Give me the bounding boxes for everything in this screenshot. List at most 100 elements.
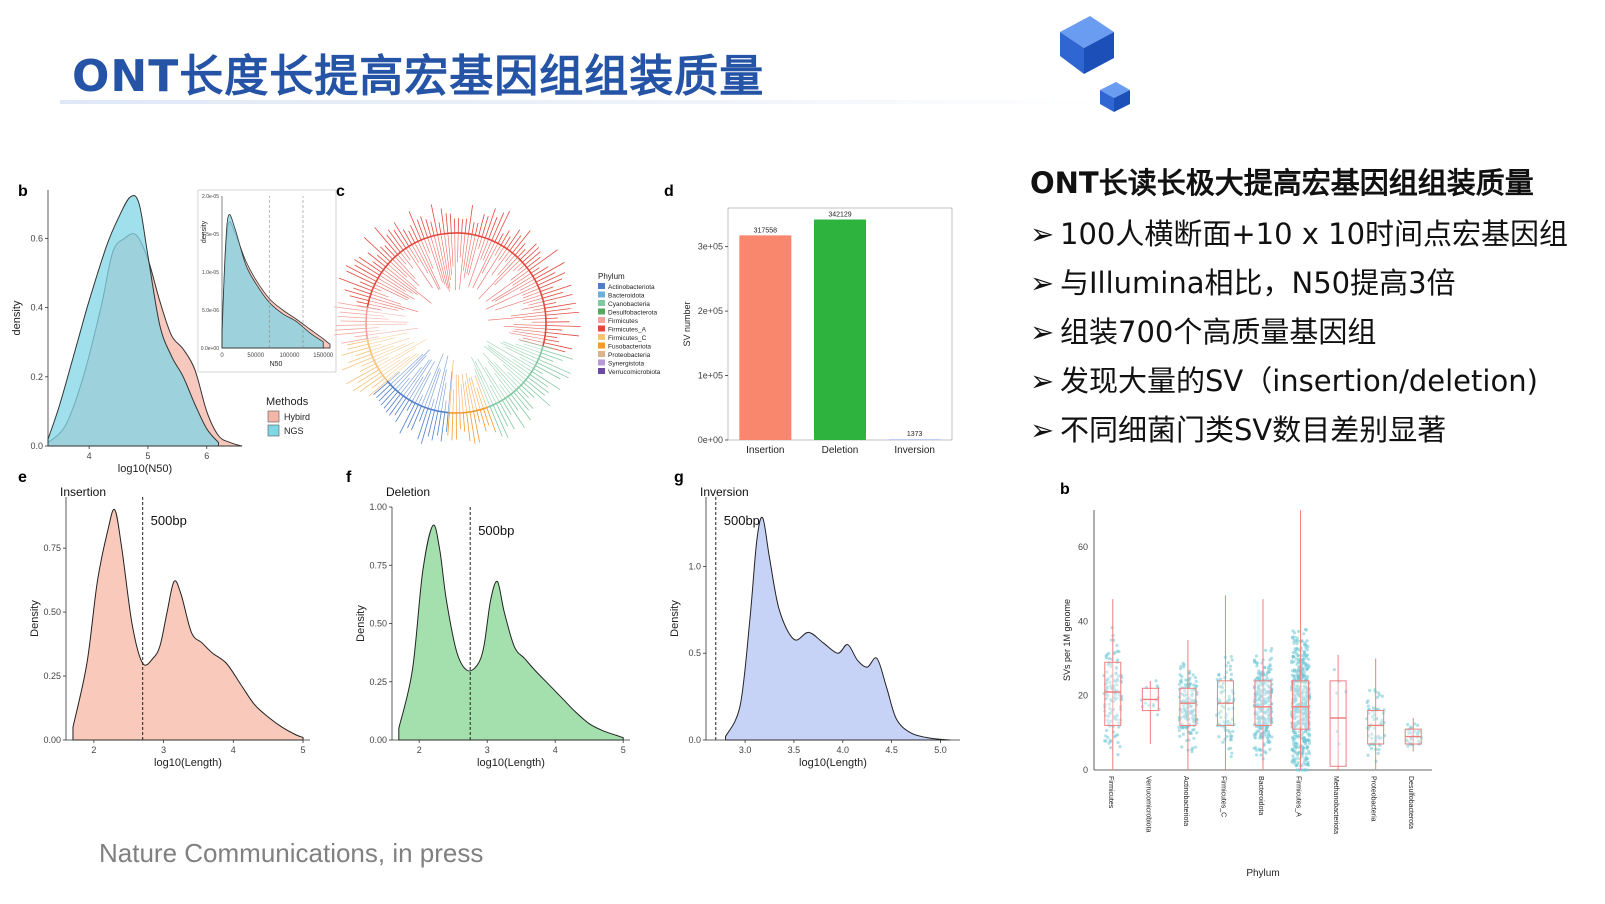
data-point [1259, 748, 1263, 752]
data-point [1258, 748, 1262, 752]
tree-tip [513, 391, 530, 411]
data-point [1290, 688, 1294, 692]
data-point [1295, 707, 1299, 711]
data-point [1291, 685, 1296, 690]
tree-tip [473, 411, 481, 443]
data-point [1186, 709, 1191, 713]
data-point [1154, 679, 1158, 683]
legend-label: Proteobacteria [608, 352, 651, 359]
data-point [1259, 709, 1263, 713]
tree-tip [518, 387, 529, 398]
data-point [1299, 700, 1303, 704]
panel-letter: c [336, 183, 345, 200]
data-point [1300, 705, 1305, 709]
tree-branch [427, 369, 441, 409]
data-point [1266, 699, 1271, 703]
data-point [1306, 666, 1310, 670]
data-point [1302, 698, 1306, 702]
y-tick-label: 0.50 [43, 607, 61, 617]
data-point [1217, 722, 1221, 726]
bullet-arrow-icon: ➢ [1030, 413, 1055, 447]
panel-letter: d [664, 183, 674, 200]
data-point [1305, 727, 1310, 731]
tree-branch [522, 318, 546, 321]
tree-branch [465, 373, 474, 412]
data-point [1295, 768, 1299, 772]
data-point [1181, 692, 1185, 697]
tree-branch [466, 235, 476, 275]
tree-branch [381, 272, 413, 294]
data-point [1305, 693, 1310, 697]
data-point [1296, 761, 1300, 765]
data-point [1117, 725, 1121, 729]
data-point [1102, 673, 1106, 678]
data-point [1180, 726, 1184, 730]
data-point [1298, 702, 1303, 706]
data-point [1307, 751, 1312, 756]
data-point [1302, 736, 1307, 740]
data-point [1297, 688, 1301, 692]
data-point [1299, 726, 1303, 730]
tree-branch [510, 311, 546, 317]
data-point [1118, 718, 1123, 722]
tree-tip [354, 259, 380, 276]
data-point [1187, 738, 1191, 742]
data-point [1222, 724, 1226, 728]
data-point [1268, 712, 1273, 717]
data-point [1296, 692, 1300, 696]
data-point [1296, 721, 1300, 725]
data-point [1259, 694, 1263, 698]
tree-tip [533, 368, 543, 374]
tree-tip [530, 267, 540, 274]
data-point [1376, 734, 1380, 738]
data-point [1295, 636, 1299, 640]
tree-branch [495, 278, 535, 302]
data-point [1258, 692, 1262, 696]
data-point [1307, 687, 1311, 692]
data-point [1268, 663, 1272, 667]
tree-tip [376, 254, 389, 265]
y-tick-label: 0.2 [30, 372, 43, 382]
panel-letter: f [346, 469, 352, 486]
data-point [1268, 694, 1273, 698]
data-point [1261, 673, 1266, 677]
tree-tip [410, 225, 419, 242]
data-point [1301, 674, 1305, 678]
tree-tip [535, 365, 561, 380]
tree-tip [339, 311, 367, 315]
tree-branch [457, 233, 459, 263]
data-point [1193, 699, 1198, 703]
data-point [1103, 709, 1107, 713]
data-point [1299, 752, 1304, 756]
data-point [1303, 721, 1308, 726]
data-point [1296, 679, 1300, 683]
data-point [1104, 692, 1108, 696]
data-point [1290, 669, 1295, 673]
y-tick-label: 0.00 [369, 735, 387, 745]
data-point [1301, 718, 1305, 722]
data-point [1195, 721, 1199, 725]
data-point [1187, 700, 1191, 704]
tree-branch [468, 377, 478, 411]
data-point [1259, 733, 1263, 737]
bullet-item: ➢ 与Illumina相比，N50提高3倍 [1030, 259, 1590, 308]
data-point [1306, 738, 1310, 742]
data-point [1305, 699, 1309, 704]
data-point [1182, 707, 1186, 711]
data-point [1303, 697, 1307, 701]
data-point [1302, 717, 1306, 722]
data-point [1253, 678, 1257, 683]
data-point [1383, 734, 1387, 738]
data-point [1109, 675, 1113, 679]
data-point [1303, 723, 1307, 728]
data-point [1305, 715, 1309, 719]
tree-tip [380, 246, 393, 260]
data-point [1405, 739, 1410, 743]
data-point [1254, 724, 1259, 729]
data-point [1304, 715, 1309, 719]
data-point [1367, 711, 1371, 716]
data-point [1296, 703, 1301, 707]
tree-branch [471, 356, 494, 406]
tree-branch [500, 342, 539, 360]
tree-branch [464, 381, 471, 412]
